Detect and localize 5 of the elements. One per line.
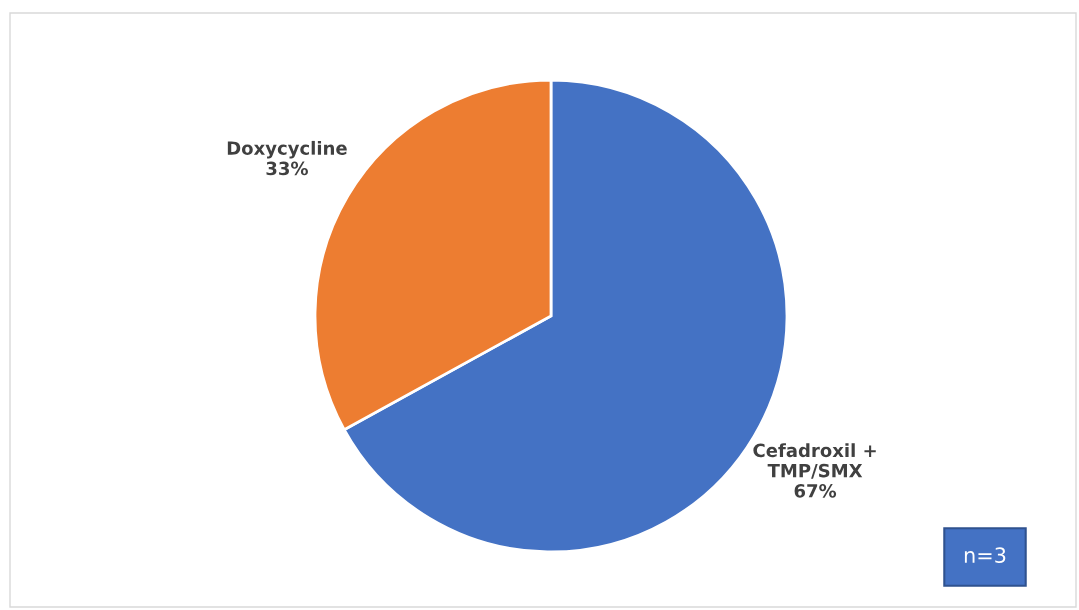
data-label: 67% xyxy=(794,483,837,498)
data-label: 33% xyxy=(266,161,308,176)
text: n=3 xyxy=(964,547,1006,564)
slice-label: Doxycycline xyxy=(227,140,347,159)
slice-label: Cefadroxil + TMP/SMX xyxy=(753,443,876,479)
